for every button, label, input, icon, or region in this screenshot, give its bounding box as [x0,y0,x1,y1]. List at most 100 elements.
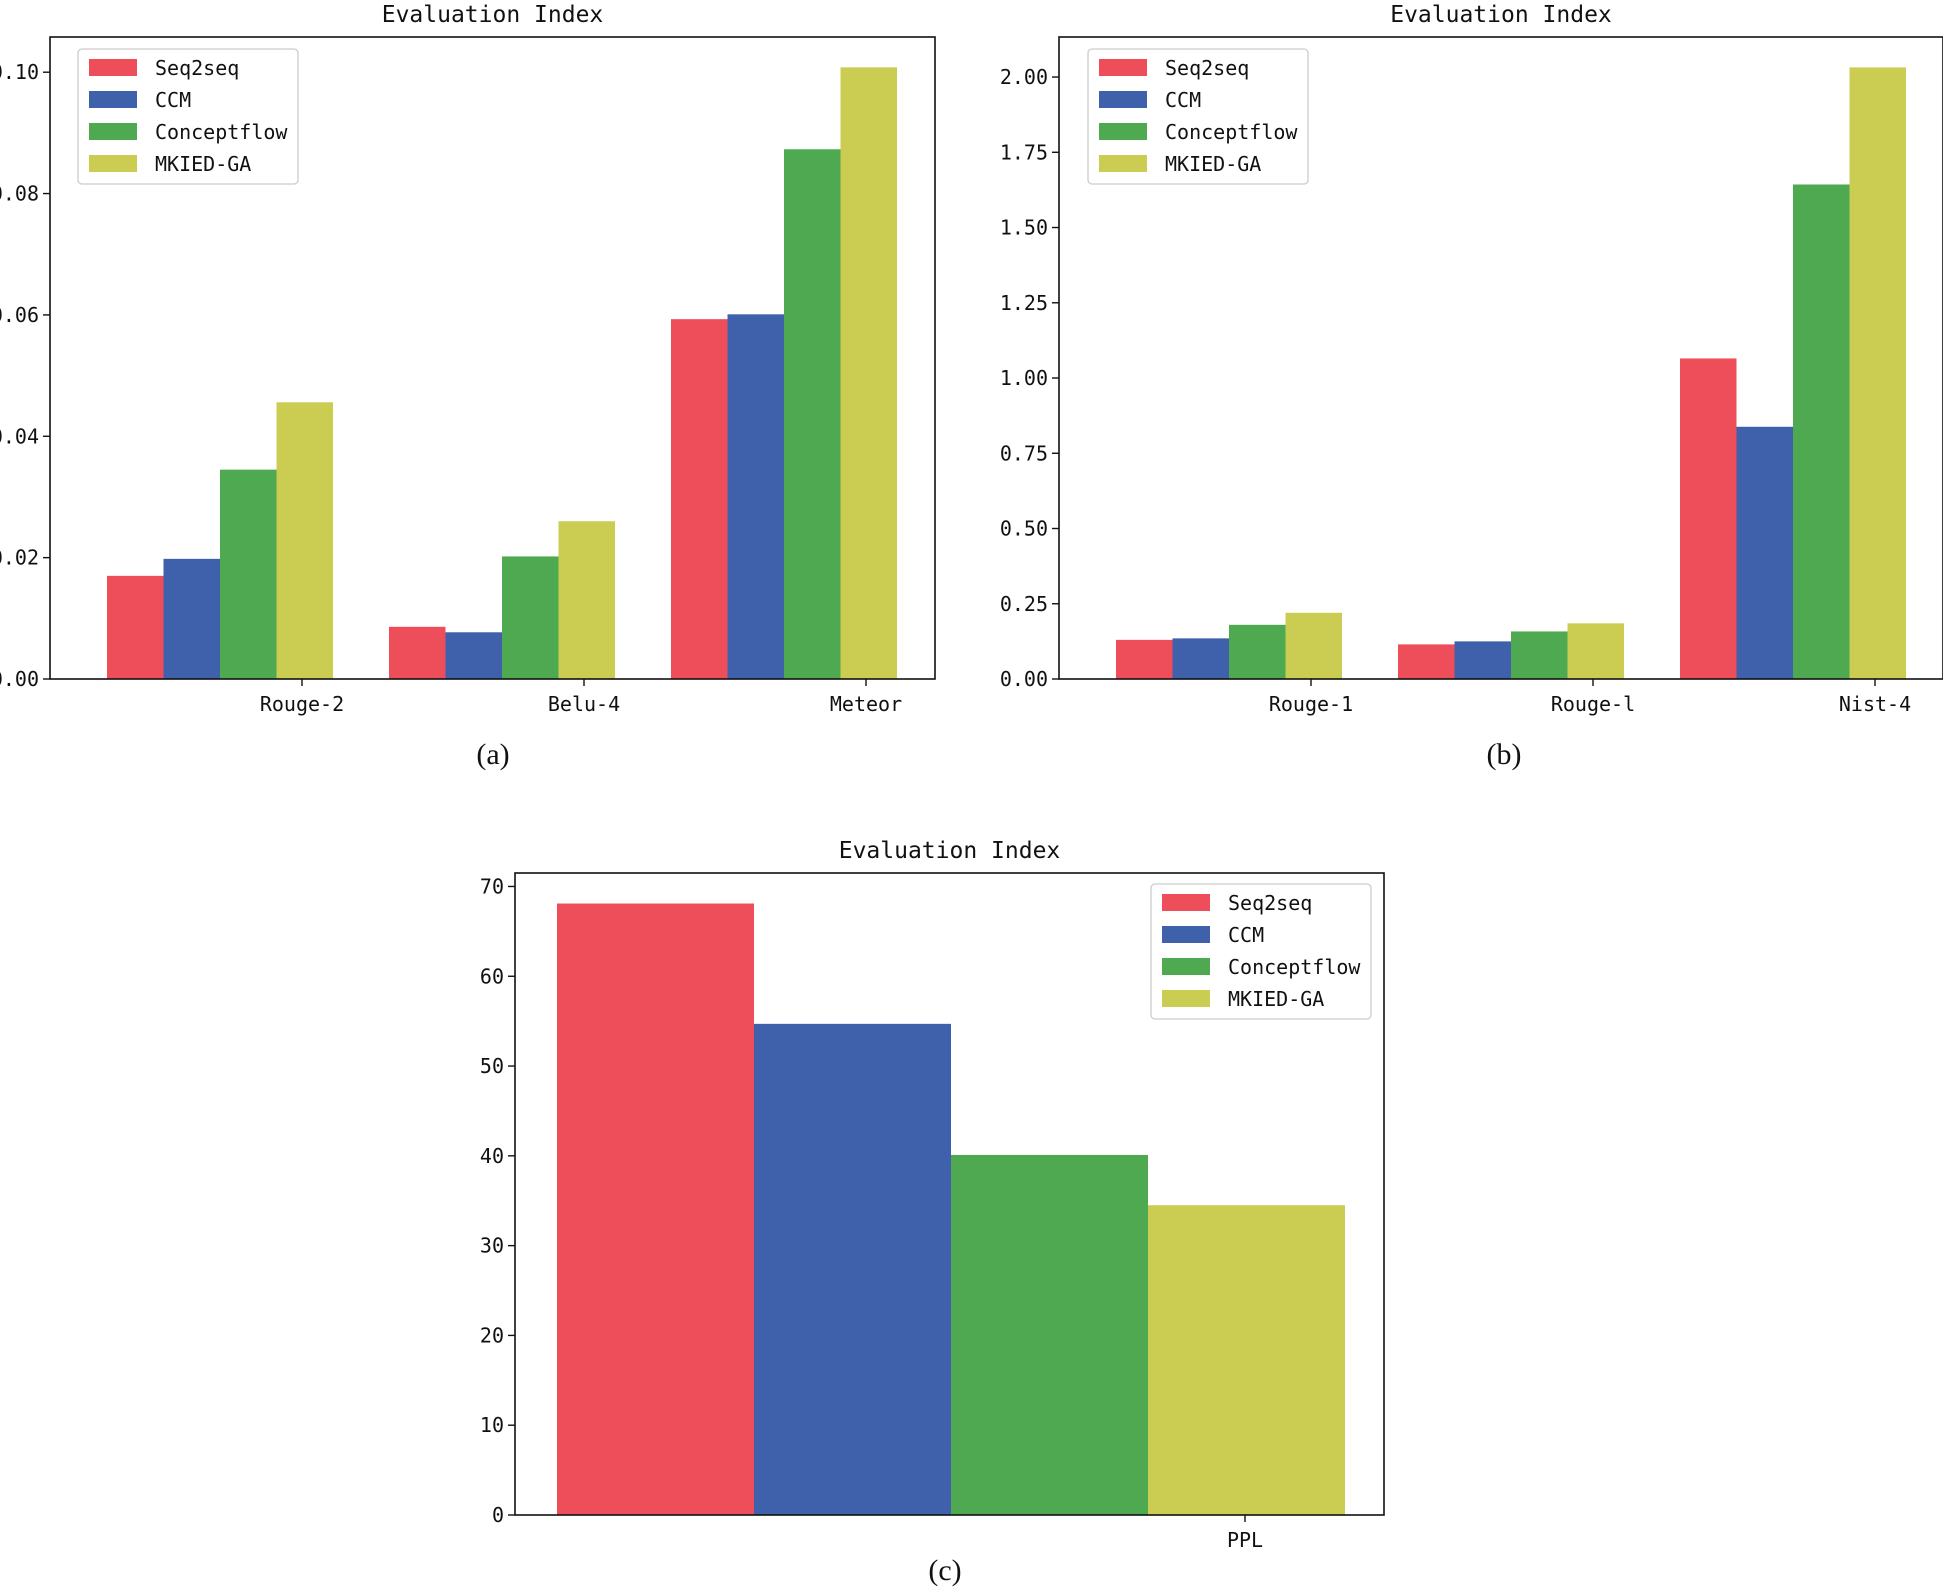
chart-title: Evaluation Index [839,838,1061,864]
legend-box [1087,48,1309,185]
y-tick-label: 60 [480,964,504,988]
bar-conceptflow-nist-4 [1793,184,1850,679]
y-tick-label: 0.75 [1000,441,1048,465]
y-tick-label: 1.00 [1000,366,1048,390]
x-tick-label: PPL [1227,1528,1263,1552]
y-tick-label: 70 [480,874,504,898]
bar-conceptflow-belu-4 [502,556,559,679]
chart-title: Evaluation Index [1390,2,1612,28]
bar-conceptflow-rouge-l [1511,631,1568,679]
bar-seq2seq-rouge-l [1398,644,1455,679]
bar-mkied-ga-meteor [840,67,897,679]
legend-box [1150,883,1372,1020]
bar-mkied-ga-belu-4 [558,521,615,679]
figure-caption: (a) [476,738,509,771]
legend-swatch-ccm [89,91,137,108]
legend-label-ccm: CCM [1228,923,1264,947]
legend-swatch-seq2seq [89,59,137,76]
y-tick-label: 40 [480,1144,504,1168]
y-tick-label: 20 [480,1323,504,1347]
x-tick-label: Belu-4 [548,692,620,716]
legend-label-conceptflow: Conceptflow [1228,955,1361,979]
y-tick-label: 0.04 [0,424,39,448]
y-tick-label: 0.25 [1000,592,1048,616]
x-tick-label: Nist-4 [1839,692,1911,716]
bar-ccm-meteor [727,314,784,679]
legend-swatch-ccm [1099,91,1147,108]
bar-conceptflow-rouge-1 [1229,624,1286,679]
bar-seq2seq-rouge-2 [107,575,164,679]
legend-label-mkied-ga: MKIED-GA [155,152,251,176]
y-tick-label: 50 [480,1054,504,1078]
legend-swatch-conceptflow [1099,123,1147,140]
legend-label-conceptflow: Conceptflow [1165,120,1298,144]
bar-seq2seq-meteor [671,319,728,679]
bar-mkied-ga-rouge-1 [1285,612,1342,679]
y-tick-label: 2.00 [1000,65,1048,89]
legend-swatch-ccm [1162,926,1210,943]
bar-conceptflow-ppl [951,1154,1148,1515]
bar-seq2seq-ppl [557,903,754,1515]
legend-label-seq2seq: Seq2seq [155,56,239,80]
y-tick-label: 0.50 [1000,517,1048,541]
legend-swatch-seq2seq [1162,894,1210,911]
x-tick-label: Rouge-2 [260,692,344,716]
y-tick-label: 0.00 [0,667,39,691]
bar-seq2seq-belu-4 [389,626,446,679]
y-tick-label: 0.02 [0,546,39,570]
chart-title: Evaluation Index [382,2,604,28]
y-tick-label: 0 [492,1503,504,1527]
y-tick-label: 0.00 [1000,667,1048,691]
bar-mkied-ga-rouge-l [1567,623,1624,679]
y-tick-label: 0.08 [0,182,39,206]
bar-conceptflow-rouge-2 [220,469,277,679]
figure-caption: (b) [1487,738,1522,771]
bar-mkied-ga-ppl [1148,1205,1345,1515]
legend-label-conceptflow: Conceptflow [155,120,288,144]
legend-box [77,48,299,185]
x-tick-label: Meteor [830,692,902,716]
bar-ccm-rouge-1 [1172,638,1229,679]
y-tick-label: 0.06 [0,303,39,327]
bar-seq2seq-nist-4 [1680,358,1737,679]
y-tick-label: 0.10 [0,60,39,84]
legend-label-mkied-ga: MKIED-GA [1228,987,1324,1011]
bar-mkied-ga-rouge-2 [276,402,333,679]
plot-frame [1058,36,1943,680]
x-tick-label: Rouge-1 [1269,692,1353,716]
plot-frame [514,872,1385,1516]
legend-label-seq2seq: Seq2seq [1228,891,1312,915]
y-tick-label: 1.25 [1000,291,1048,315]
bar-ccm-rouge-2 [163,558,220,679]
legend-label-ccm: CCM [155,88,191,112]
plot-frame [49,36,936,680]
bar-ccm-belu-4 [445,632,502,679]
legend-swatch-seq2seq [1099,59,1147,76]
bar-ccm-nist-4 [1736,426,1793,679]
legend: Seq2seq CCM Conceptflow MKIED-GA [1087,48,1309,185]
legend-swatch-conceptflow [89,123,137,140]
figure-caption: (c) [928,1554,961,1587]
y-tick-label: 1.75 [1000,140,1048,164]
bar-ccm-rouge-l [1454,641,1511,679]
chart-1: Evaluation Index 0.00 0.02 0.04 0.06 0.08 0.10… [0,2,936,771]
chart-2: Evaluation Index 0.00 0.25 0.50 0.75 1.00 1.25… [1000,2,1943,771]
bar-ccm-ppl [754,1023,951,1515]
y-tick-label: 10 [480,1413,504,1437]
bar-conceptflow-meteor [784,149,841,679]
legend-swatch-mkied-ga [1162,990,1210,1007]
legend-label-seq2seq: Seq2seq [1165,56,1249,80]
legend-swatch-mkied-ga [89,155,137,172]
y-tick-label: 1.50 [1000,216,1048,240]
x-tick-label: Rouge-l [1551,692,1635,716]
legend: Seq2seq CCM Conceptflow MKIED-GA [77,48,299,185]
bar-mkied-ga-nist-4 [1849,67,1906,680]
legend-swatch-mkied-ga [1099,155,1147,172]
bar-seq2seq-rouge-1 [1116,639,1173,679]
chart-3: Evaluation Index 0 10 20 30 40 50 60 70 PPL Seq2se… [480,838,1385,1587]
legend-label-mkied-ga: MKIED-GA [1165,152,1261,176]
legend: Seq2seq CCM Conceptflow MKIED-GA [1150,883,1372,1020]
legend-label-ccm: CCM [1165,88,1201,112]
legend-swatch-conceptflow [1162,958,1210,975]
